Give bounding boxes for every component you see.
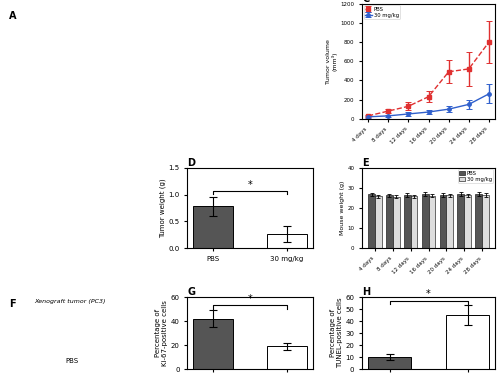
Bar xyxy=(368,194,375,248)
Bar xyxy=(193,206,234,248)
Text: H: H xyxy=(362,287,370,297)
Y-axis label: Tumor weight (g): Tumor weight (g) xyxy=(160,178,166,238)
Text: E: E xyxy=(362,158,368,168)
Y-axis label: Percentage of
TUNEL-positive cells: Percentage of TUNEL-positive cells xyxy=(330,298,342,369)
Bar xyxy=(266,233,307,248)
Bar xyxy=(368,357,411,369)
Text: PBS: PBS xyxy=(65,358,78,364)
Text: *: * xyxy=(248,180,252,190)
Bar xyxy=(386,195,393,248)
Bar xyxy=(446,315,489,369)
Legend: PBS, 30 mg/kg: PBS, 30 mg/kg xyxy=(364,5,401,19)
Bar xyxy=(193,319,234,369)
Text: G: G xyxy=(188,287,196,297)
Text: *: * xyxy=(426,289,431,300)
Y-axis label: Mouse weight (g): Mouse weight (g) xyxy=(340,181,344,235)
Bar xyxy=(446,195,453,248)
Y-axis label: Percentage of
Ki-67-positive cells: Percentage of Ki-67-positive cells xyxy=(155,300,168,366)
Bar xyxy=(266,347,307,369)
Text: PBS: PBS xyxy=(192,35,205,41)
Text: F: F xyxy=(9,299,16,309)
Bar xyxy=(410,196,418,248)
Bar xyxy=(393,197,400,248)
Bar xyxy=(404,195,410,248)
Bar xyxy=(482,195,489,248)
Bar xyxy=(440,195,446,248)
Bar xyxy=(428,196,436,248)
Text: C: C xyxy=(362,0,370,4)
Bar xyxy=(422,194,428,248)
Bar xyxy=(458,194,464,248)
Text: Xenograft tumor (PC3): Xenograft tumor (PC3) xyxy=(34,299,106,304)
Text: 30 mg/kg: 30 mg/kg xyxy=(192,79,226,85)
Legend: PBS, 30 mg/kg: PBS, 30 mg/kg xyxy=(458,169,494,183)
Bar xyxy=(464,195,471,248)
Text: *: * xyxy=(248,294,252,304)
Text: B: B xyxy=(191,7,198,17)
Bar xyxy=(375,196,382,248)
Y-axis label: Tumor volume
(mm³): Tumor volume (mm³) xyxy=(326,39,338,84)
Text: A: A xyxy=(9,11,16,21)
Bar xyxy=(476,194,482,248)
Text: D: D xyxy=(188,158,196,168)
